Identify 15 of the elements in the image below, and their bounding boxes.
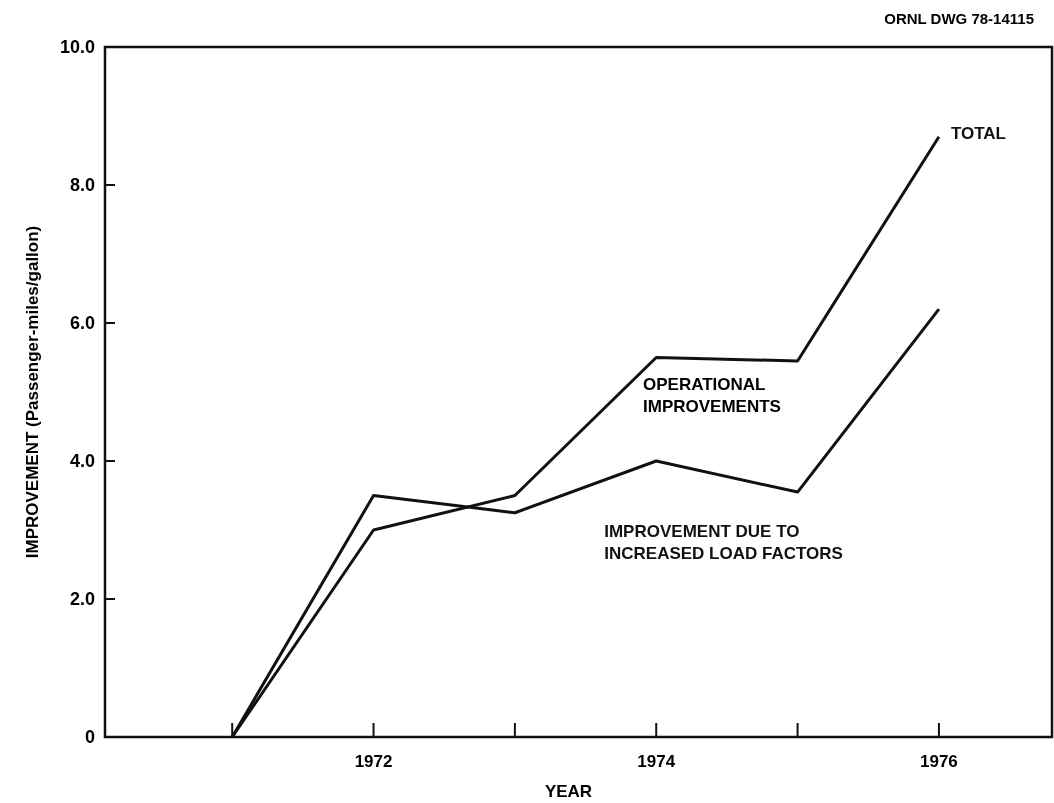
y-tick-label: 8.0 [69,175,95,196]
x-tick-label: 1972 [354,752,393,771]
annotation: OPERATIONAL IMPROVEMENTS [643,375,781,416]
y-tick-label: 2.0 [69,589,95,610]
text: IMPROVEMENT DUE TO INCREASED LOAD FACTORS [604,522,843,564]
x-tick-label: 1976 [920,752,958,771]
y-axis-title: IMPROVEMENT (Passenger-miles/gallon) [23,225,42,559]
y-tick-label: 6.0 [69,313,95,334]
y-tick-label: 0 [84,727,95,748]
y-tick-label: 10.0 [59,37,95,58]
text: ORNL DWG 78-14115 [884,10,1034,27]
x-tick-label: 1974 [637,752,676,771]
series-label: TOTAL [950,123,1007,143]
x-axis-title: YEAR [544,782,593,801]
y-tick-label: 4.0 [69,451,95,472]
